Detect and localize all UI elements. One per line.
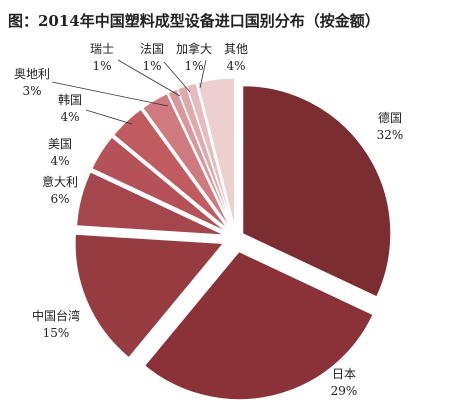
- slice-label-name: 韩国: [58, 92, 82, 107]
- leader-line: [199, 59, 207, 89]
- leader-lines: [51, 59, 207, 125]
- pie-slice-7: [142, 93, 231, 228]
- chart-title: 图：2014年中国塑料成型设备进口国别分布（按金额）: [8, 12, 380, 30]
- pie-slice-11: [197, 77, 235, 227]
- slice-label-value: 3%: [22, 84, 41, 98]
- slice-label-value: 15%: [43, 326, 70, 340]
- slice-labels: 德国 32% 日本 29% 中国台湾 15% 意大利 6% 美国 4% 韩国 4% 奥地利 3% 瑞士 1% 法…: [14, 41, 403, 398]
- slice-label-name: 其他: [224, 42, 248, 56]
- pie-slices: [74, 77, 392, 401]
- slice-label-value: 1%: [184, 59, 203, 73]
- pie-slice-10: [186, 82, 234, 227]
- slice-label-name: 瑞士: [90, 42, 114, 56]
- slice-label-name: 加拿大: [176, 41, 212, 56]
- slice-label-name: 奥地利: [14, 67, 50, 81]
- slice-label-name: 中国台湾: [32, 308, 80, 323]
- leader-line: [51, 81, 169, 107]
- slice-label-value: 1%: [142, 59, 161, 73]
- slice-label-value: 4%: [60, 110, 79, 124]
- pie-slice-2: [144, 251, 374, 401]
- pie-slice-6: [113, 108, 229, 230]
- pie-slice-3: [74, 233, 225, 359]
- slice-label-value: 4%: [50, 154, 69, 168]
- leader-line: [163, 61, 191, 93]
- slice-label-name: 法国: [140, 42, 164, 56]
- slice-label-value: 4%: [226, 59, 245, 73]
- slice-label-value: 29%: [331, 384, 358, 398]
- slice-label-name: 日本: [332, 367, 356, 381]
- leader-line: [117, 59, 181, 97]
- slice-label-value: 6%: [50, 192, 69, 206]
- slice-label-name: 美国: [48, 137, 72, 151]
- slice-label-name: 意大利: [42, 174, 78, 189]
- slice-label-name: 德国: [378, 110, 402, 125]
- pie-slice-5: [91, 136, 227, 233]
- pie-slice-1: [242, 85, 392, 298]
- pie-slice-9: [176, 85, 233, 227]
- pie-slice-4: [76, 171, 225, 236]
- slice-label-value: 32%: [377, 128, 404, 142]
- slice-label-value: 1%: [92, 59, 111, 73]
- leader-line: [85, 109, 133, 125]
